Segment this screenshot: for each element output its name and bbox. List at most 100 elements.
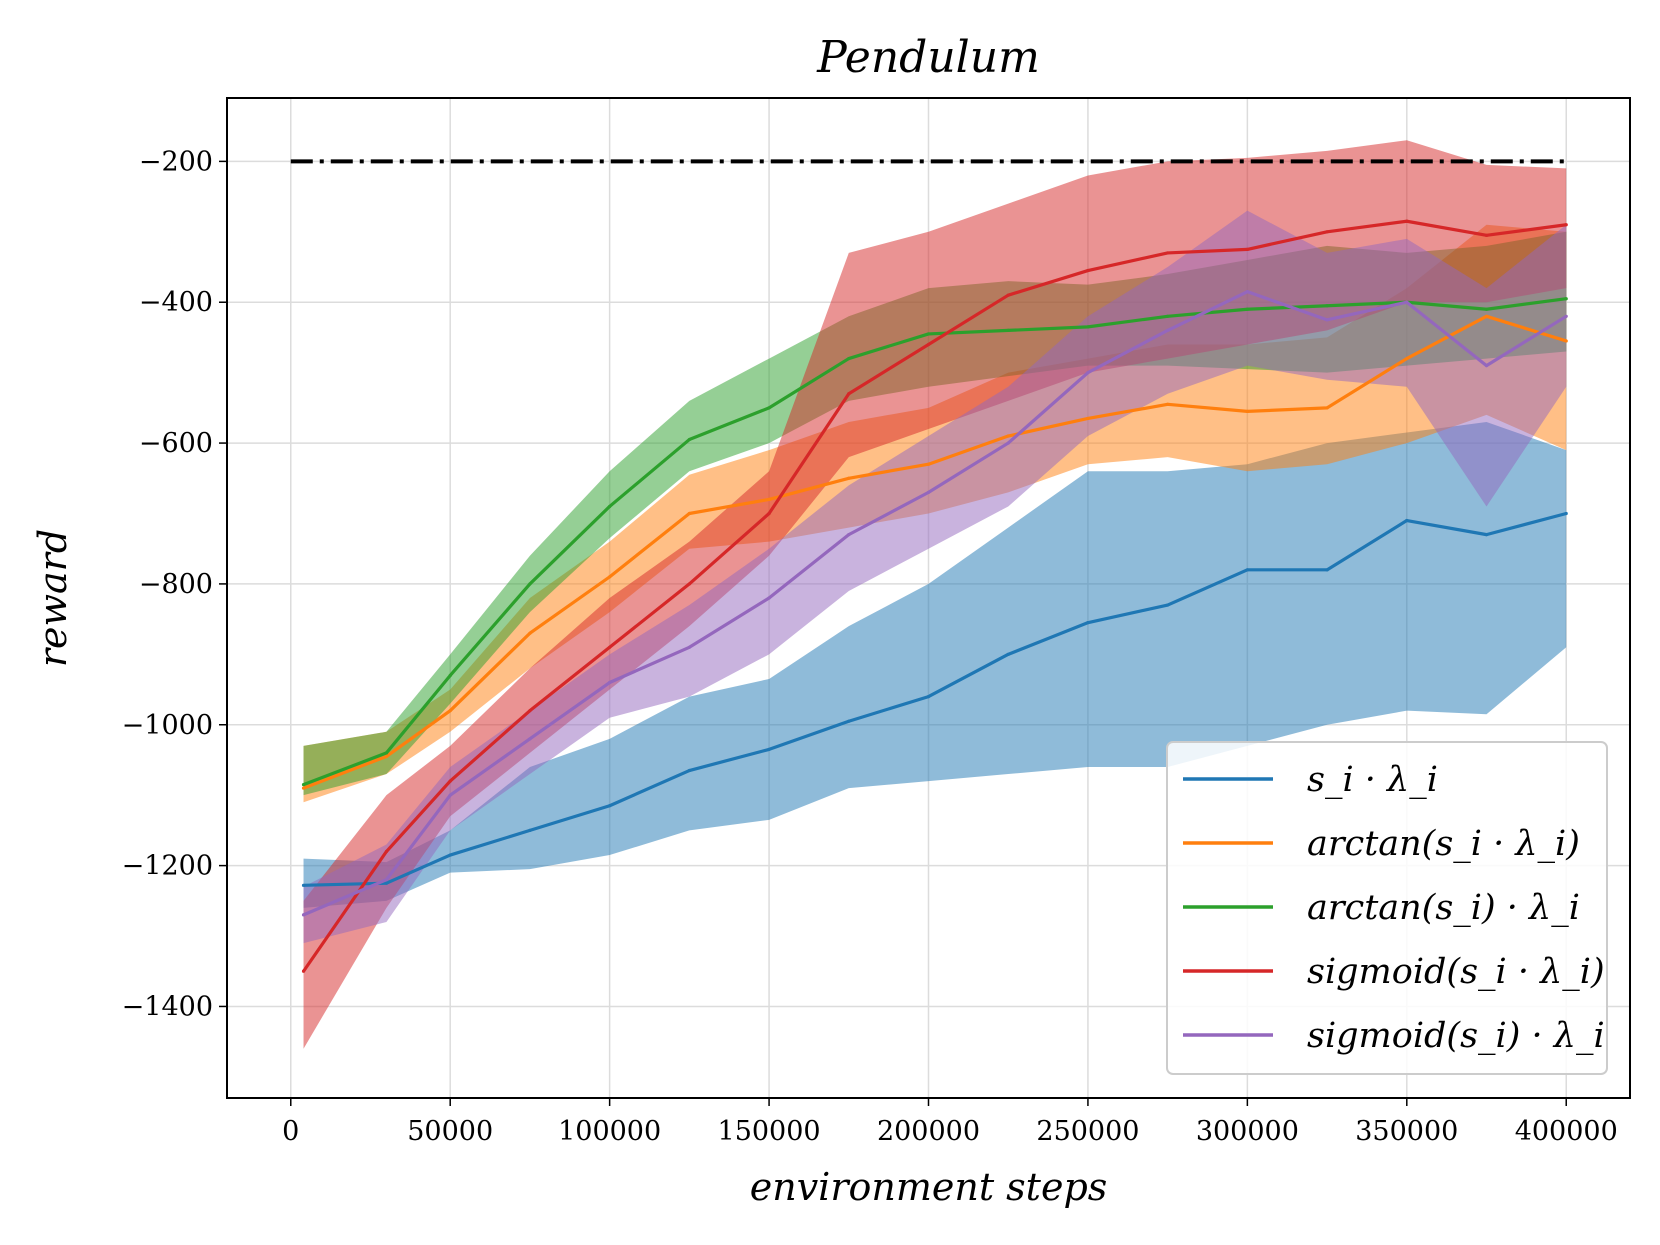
data-point-series-4	[847, 392, 851, 396]
y-tick-label: −1400	[122, 991, 213, 1022]
data-point-series-5	[1006, 441, 1010, 445]
legend-label-4: sigmoid(s_i · λ_i)	[1307, 952, 1605, 992]
data-point-series-4	[448, 779, 452, 783]
y-tick-label: −1000	[122, 710, 213, 741]
data-point-series-4	[384, 849, 389, 854]
data-point-series-2	[1245, 409, 1249, 413]
x-tick-label: 200000	[877, 1116, 980, 1147]
data-point-series-1	[926, 694, 931, 699]
x-tick-label: 250000	[1036, 1116, 1139, 1147]
data-point-series-3	[448, 673, 452, 678]
data-point-series-1	[528, 828, 532, 832]
data-point-series-4	[1166, 251, 1170, 255]
data-point-series-5	[1166, 328, 1170, 332]
data-point-series-5	[528, 737, 532, 741]
data-point-series-2	[448, 709, 452, 713]
data-point-series-2	[528, 631, 532, 635]
data-point-series-5	[1325, 318, 1329, 322]
data-point-series-5	[384, 878, 389, 882]
x-axis-title: environment steps	[750, 1165, 1108, 1209]
data-point-series-1	[1484, 533, 1489, 537]
y-tick-label: −400	[139, 287, 213, 318]
data-point-series-3	[1484, 307, 1489, 311]
x-tick-label: 300000	[1196, 1116, 1299, 1147]
band-series-1	[303, 421, 1567, 908]
data-point-series-4	[926, 342, 931, 347]
data-point-series-3	[1086, 325, 1090, 329]
data-point-series-3	[528, 582, 532, 586]
confidence-bands	[303, 140, 1567, 1049]
data-point-series-2	[1166, 402, 1170, 406]
y-axis-title: reward	[31, 529, 75, 667]
data-point-series-1	[1405, 518, 1409, 523]
data-point-series-5	[687, 645, 691, 649]
x-tick-label: 100000	[558, 1116, 661, 1147]
x-axis-ticks: 0 50000 100000 150000 200000 250000 300000 3500…	[282, 1098, 1618, 1147]
data-point-series-3	[1166, 314, 1170, 318]
x-tick-label: 0	[282, 1116, 299, 1147]
data-point-series-2	[1564, 339, 1568, 343]
data-point-series-4	[687, 582, 691, 586]
data-point-series-2	[847, 476, 851, 480]
data-point-series-2	[608, 575, 612, 579]
legend-label-1: s_i · λ_i	[1307, 760, 1438, 800]
data-point-series-1	[1564, 511, 1568, 516]
data-point-series-2	[1484, 314, 1489, 318]
data-point-series-5	[1086, 371, 1090, 375]
data-point-series-1	[847, 719, 851, 723]
series-lines	[301, 219, 1568, 973]
data-point-series-4	[1245, 247, 1249, 252]
data-point-series-1	[301, 883, 306, 887]
data-point-series-5	[847, 533, 851, 537]
legend-label-2: arctan(s_i · λ_i)	[1307, 824, 1580, 864]
data-point-series-3	[608, 504, 612, 509]
data-point-series-3	[1325, 304, 1329, 308]
data-point-series-5	[608, 680, 612, 685]
legend-label-5: sigmoid(s_i) · λ_i	[1307, 1016, 1605, 1056]
data-point-series-1	[687, 768, 691, 773]
y-tick-label: −600	[139, 428, 213, 459]
band-series-4	[303, 140, 1567, 1049]
data-point-series-1	[1245, 568, 1249, 572]
data-point-series-3	[926, 332, 931, 336]
data-point-series-4	[1086, 268, 1090, 273]
data-point-series-4	[1484, 233, 1489, 237]
data-point-series-3	[847, 356, 851, 361]
data-point-series-4	[1564, 223, 1568, 227]
data-point-series-5	[1245, 290, 1249, 294]
x-tick-label: 150000	[718, 1116, 821, 1147]
data-point-series-3	[384, 751, 389, 755]
data-point-series-1	[1325, 568, 1329, 572]
y-tick-label: −200	[139, 146, 213, 177]
data-point-series-2	[301, 786, 306, 790]
data-point-series-4	[301, 969, 306, 973]
data-point-series-1	[1166, 603, 1170, 607]
data-point-series-3	[1564, 297, 1568, 301]
legend-label-3: arctan(s_i) · λ_i	[1307, 888, 1580, 928]
data-point-series-5	[1405, 300, 1409, 304]
legend-box	[1166, 741, 1608, 1075]
y-axis-ticks: −1400 −1200 −1000 −800 −600 −400 −200	[122, 146, 227, 1022]
data-point-series-2	[1325, 406, 1329, 410]
data-point-series-2	[384, 754, 389, 759]
data-point-series-4	[608, 645, 612, 649]
data-point-series-4	[1325, 230, 1329, 234]
data-point-series-3	[1245, 307, 1249, 311]
data-point-series-5	[1484, 364, 1489, 368]
data-point-series-4	[1405, 219, 1409, 223]
data-point-series-1	[767, 747, 771, 752]
data-point-series-5	[767, 596, 771, 600]
data-point-series-2	[687, 511, 691, 516]
data-point-series-1	[1006, 652, 1010, 656]
data-point-series-4	[1006, 293, 1010, 297]
data-point-series-1	[448, 853, 452, 857]
data-point-series-2	[926, 462, 931, 466]
data-point-series-1	[384, 881, 389, 885]
band-series-5	[303, 210, 1567, 944]
data-point-series-1	[608, 804, 612, 808]
chart-title: Pendulum	[816, 32, 1040, 83]
data-point-series-5	[1564, 314, 1568, 318]
data-point-series-5	[301, 913, 306, 917]
data-point-series-2	[1405, 356, 1409, 361]
